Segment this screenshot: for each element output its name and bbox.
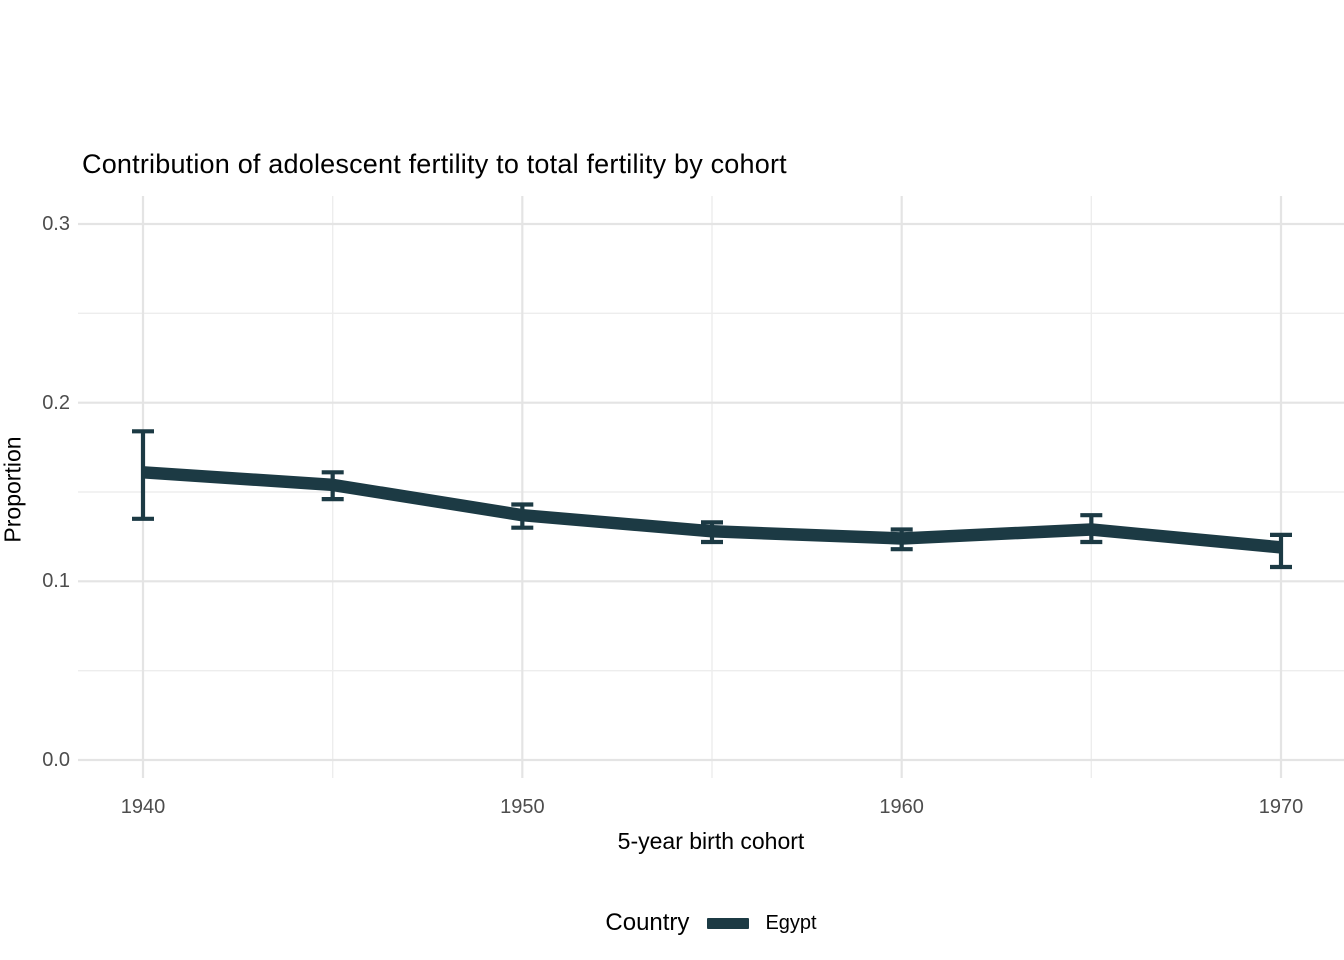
- x-tick-label: 1960: [879, 796, 924, 818]
- y-tick-label: 0.0: [42, 749, 70, 771]
- data-line: [142, 466, 1282, 554]
- legend-title: Country: [605, 909, 690, 936]
- grid-minor: [78, 196, 1344, 778]
- x-tick-label: 1940: [120, 796, 166, 818]
- y-tick-label: 0.3: [42, 213, 70, 235]
- x-axis-title: 5-year birth cohort: [617, 828, 805, 854]
- legend: Country Egypt: [78, 901, 1344, 945]
- y-tick-label: 0.2: [42, 391, 70, 414]
- x-tick-label: 1950: [500, 796, 545, 818]
- grid-major: [78, 196, 1344, 778]
- legend-entry-label: Egypt: [765, 911, 817, 934]
- legend-line-swatch: [707, 917, 750, 929]
- x-tick-label: 1970: [1258, 796, 1304, 818]
- y-tick-label: 0.1: [42, 570, 70, 593]
- y-axis-title: Proportion: [0, 436, 26, 543]
- chart-title: Contribution of adolescent fertility to …: [82, 149, 787, 179]
